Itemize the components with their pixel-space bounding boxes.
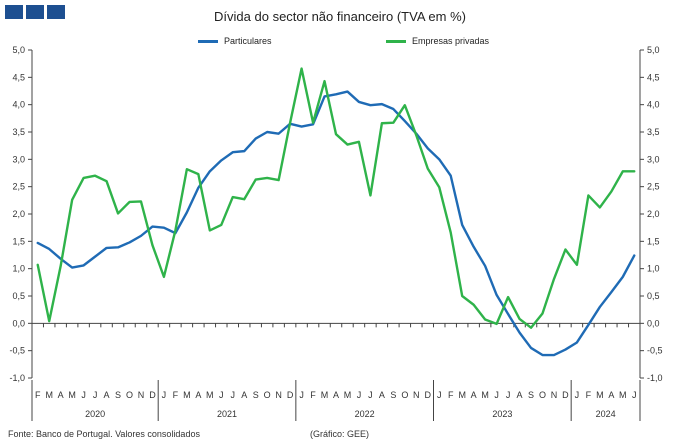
year-label: 2024 xyxy=(596,409,616,419)
y-tick-label-right: 1,5 xyxy=(647,236,660,246)
month-label: J xyxy=(162,390,167,400)
y-tick-label-right: 5,0 xyxy=(647,45,660,55)
y-tick-label-left: 2,5 xyxy=(12,182,25,192)
source-note: Fonte: Banco de Portugal. Valores consol… xyxy=(8,429,200,439)
y-tick-label-right: 0,0 xyxy=(647,318,660,328)
month-label: D xyxy=(287,390,294,400)
month-label: N xyxy=(275,390,282,400)
month-label: N xyxy=(551,390,558,400)
month-label: M xyxy=(344,390,352,400)
legend-item-empresas: Empresas privadas xyxy=(386,36,489,46)
month-label: A xyxy=(195,390,201,400)
y-tick-label-left: 3,0 xyxy=(12,154,25,164)
y-tick-label-left: 0,5 xyxy=(12,291,25,301)
month-label: A xyxy=(608,390,614,400)
y-tick-label-left: 0,0 xyxy=(12,318,25,328)
month-label: S xyxy=(253,390,259,400)
bank-logo-icon xyxy=(5,5,65,19)
month-label: M xyxy=(321,390,329,400)
month-label: M xyxy=(481,390,489,400)
credit-note: (Gráfico: GEE) xyxy=(310,429,370,439)
legend-line-empresas xyxy=(386,39,406,43)
year-label: 2021 xyxy=(217,409,237,419)
chart-title: Dívida do sector não financeiro (TVA em … xyxy=(214,9,466,24)
month-label: A xyxy=(333,390,339,400)
y-tick-label-left: 4,0 xyxy=(12,100,25,110)
month-label: S xyxy=(390,390,396,400)
legend-item-particulares: Particulares xyxy=(198,36,272,46)
legend-label-particulares: Particulares xyxy=(224,36,272,46)
y-tick-label-right: 1,0 xyxy=(647,264,660,274)
month-label: M xyxy=(206,390,214,400)
month-label: F xyxy=(173,390,179,400)
month-label: J xyxy=(231,390,236,400)
y-tick-label-right: 2,0 xyxy=(647,209,660,219)
month-label: F xyxy=(586,390,592,400)
year-label: 2023 xyxy=(492,409,512,419)
month-label: A xyxy=(379,390,385,400)
month-label: D xyxy=(562,390,569,400)
y-tick-label-left: 4,5 xyxy=(12,72,25,82)
y-tick-label-right: -0,5 xyxy=(647,346,663,356)
month-label: M xyxy=(458,390,466,400)
month-label: S xyxy=(528,390,534,400)
series-line-particulares xyxy=(36,90,636,357)
month-label: F xyxy=(310,390,316,400)
month-label: A xyxy=(517,390,523,400)
month-label: N xyxy=(138,390,145,400)
month-label: A xyxy=(58,390,64,400)
y-tick-label-right: -1,0 xyxy=(647,373,663,383)
month-label: A xyxy=(241,390,247,400)
month-label: J xyxy=(93,390,98,400)
y-tick-label-left: -1,0 xyxy=(9,373,25,383)
month-label: M xyxy=(619,390,627,400)
month-label: O xyxy=(264,390,271,400)
month-label: F xyxy=(448,390,454,400)
month-label: A xyxy=(471,390,477,400)
legend-line-particulares xyxy=(198,39,218,43)
month-label: F xyxy=(35,390,41,400)
month-label: J xyxy=(81,390,86,400)
y-tick-label-right: 0,5 xyxy=(647,291,660,301)
month-label: J xyxy=(575,390,580,400)
month-label: J xyxy=(219,390,224,400)
y-tick-label-left: 3,5 xyxy=(12,127,25,137)
y-tick-label-right: 4,0 xyxy=(647,100,660,110)
month-label: J xyxy=(368,390,373,400)
month-label: M xyxy=(45,390,53,400)
month-label: J xyxy=(506,390,511,400)
y-tick-label-right: 2,5 xyxy=(647,182,660,192)
y-tick-label-left: 1,5 xyxy=(12,236,25,246)
month-label: S xyxy=(115,390,121,400)
y-tick-label-right: 4,5 xyxy=(647,72,660,82)
month-label: D xyxy=(149,390,156,400)
y-tick-label-left: 5,0 xyxy=(12,45,25,55)
y-tick-label-left: -0,5 xyxy=(9,346,25,356)
month-label: J xyxy=(437,390,442,400)
y-tick-label-left: 1,0 xyxy=(12,264,25,274)
month-label: D xyxy=(425,390,432,400)
month-label: M xyxy=(183,390,191,400)
y-tick-label-left: 2,0 xyxy=(12,209,25,219)
year-label: 2022 xyxy=(355,409,375,419)
month-label: M xyxy=(596,390,604,400)
year-label: 2020 xyxy=(85,409,105,419)
month-label: J xyxy=(632,390,637,400)
month-label: O xyxy=(126,390,133,400)
month-label: A xyxy=(104,390,110,400)
y-tick-label-right: 3,5 xyxy=(647,127,660,137)
month-label: J xyxy=(357,390,362,400)
month-label: O xyxy=(539,390,546,400)
y-tick-label-right: 3,0 xyxy=(647,154,660,164)
month-label: M xyxy=(68,390,76,400)
legend-label-empresas: Empresas privadas xyxy=(412,36,490,46)
chart-legend: Particulares Empresas privadas xyxy=(0,36,680,50)
month-label: J xyxy=(299,390,304,400)
month-label: J xyxy=(494,390,499,400)
series-line-empresas xyxy=(36,67,636,329)
month-label: N xyxy=(413,390,420,400)
month-label: O xyxy=(401,390,408,400)
